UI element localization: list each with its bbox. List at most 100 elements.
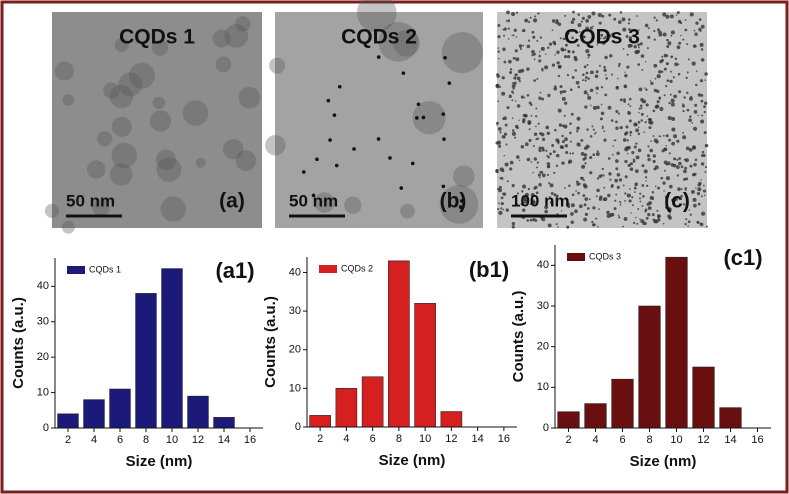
particle bbox=[583, 203, 587, 207]
particle bbox=[564, 144, 569, 148]
x-tick-label: 12 bbox=[192, 434, 204, 446]
particle bbox=[668, 215, 672, 220]
particle bbox=[569, 140, 572, 143]
bar bbox=[361, 376, 384, 428]
particle bbox=[587, 14, 592, 19]
particle bbox=[664, 169, 667, 172]
particle bbox=[614, 199, 617, 202]
dot bbox=[332, 113, 337, 117]
particle bbox=[557, 142, 560, 145]
particle bbox=[569, 122, 572, 125]
particle bbox=[612, 145, 615, 147]
particle bbox=[643, 131, 646, 133]
particle bbox=[662, 12, 667, 17]
particle bbox=[628, 119, 632, 123]
particle bbox=[634, 182, 639, 186]
x-tick-label: 6 bbox=[619, 434, 625, 446]
particle bbox=[587, 77, 590, 80]
particle bbox=[501, 76, 505, 80]
particle bbox=[650, 81, 654, 86]
particle bbox=[61, 220, 75, 234]
particle bbox=[578, 31, 581, 33]
bar bbox=[309, 415, 331, 428]
particle bbox=[541, 148, 545, 152]
particle bbox=[700, 179, 702, 181]
particle bbox=[595, 70, 599, 74]
particle bbox=[673, 94, 677, 99]
particle bbox=[615, 120, 618, 124]
particle bbox=[658, 30, 663, 35]
particle bbox=[517, 69, 522, 74]
particle bbox=[583, 35, 586, 38]
particle bbox=[689, 164, 693, 168]
particle bbox=[607, 157, 611, 160]
particle bbox=[564, 187, 566, 189]
particle bbox=[235, 150, 257, 172]
particle bbox=[495, 141, 499, 145]
particle bbox=[540, 132, 545, 137]
particle bbox=[638, 126, 640, 129]
particle bbox=[648, 126, 652, 130]
particle bbox=[654, 185, 657, 188]
particle bbox=[647, 213, 651, 217]
particle bbox=[603, 65, 607, 69]
particle bbox=[624, 175, 628, 179]
particle bbox=[595, 86, 599, 90]
particle bbox=[571, 152, 574, 155]
particle bbox=[603, 138, 607, 142]
particle bbox=[584, 212, 589, 216]
particle bbox=[645, 216, 649, 220]
particle bbox=[688, 209, 690, 211]
particle bbox=[498, 202, 500, 205]
particle bbox=[662, 32, 667, 37]
particle bbox=[629, 134, 632, 137]
particle bbox=[509, 71, 513, 75]
particle bbox=[583, 184, 588, 189]
particle bbox=[589, 70, 594, 75]
particle bbox=[624, 85, 627, 88]
y-tick-label: 40 bbox=[537, 259, 549, 271]
particle bbox=[518, 119, 520, 122]
particle bbox=[641, 164, 645, 168]
particle bbox=[646, 184, 649, 187]
particle bbox=[594, 74, 599, 79]
image-title: CQDs 3 bbox=[564, 26, 640, 49]
particle bbox=[647, 145, 650, 148]
particle bbox=[674, 62, 679, 67]
particle bbox=[669, 14, 674, 19]
particle bbox=[604, 35, 607, 38]
particle bbox=[610, 73, 614, 76]
particle bbox=[578, 204, 583, 209]
particle bbox=[689, 115, 692, 118]
particle bbox=[497, 208, 500, 211]
particle bbox=[577, 13, 580, 16]
particle bbox=[627, 103, 630, 106]
particle bbox=[650, 140, 652, 142]
particle bbox=[515, 203, 518, 206]
particle bbox=[651, 213, 655, 217]
particle bbox=[497, 35, 501, 39]
x-tick-label: 14 bbox=[218, 434, 230, 446]
particle bbox=[571, 193, 575, 197]
particle bbox=[526, 44, 531, 49]
particle bbox=[536, 166, 538, 169]
y-tick-label: 0 bbox=[543, 422, 549, 434]
particle bbox=[672, 163, 677, 168]
particle bbox=[269, 57, 286, 74]
particle bbox=[686, 71, 689, 74]
particle bbox=[659, 135, 662, 138]
particle bbox=[695, 70, 698, 72]
particle bbox=[627, 110, 630, 113]
particle bbox=[92, 199, 110, 217]
particle bbox=[675, 14, 678, 16]
particle bbox=[669, 79, 673, 84]
particle bbox=[534, 15, 537, 18]
particle bbox=[616, 173, 621, 177]
x-axis-label: Size (nm) bbox=[630, 453, 697, 470]
particle bbox=[683, 177, 687, 181]
particle bbox=[638, 29, 640, 31]
particle bbox=[583, 65, 587, 69]
particle bbox=[527, 121, 531, 125]
particle bbox=[693, 110, 698, 114]
particle bbox=[653, 16, 656, 19]
